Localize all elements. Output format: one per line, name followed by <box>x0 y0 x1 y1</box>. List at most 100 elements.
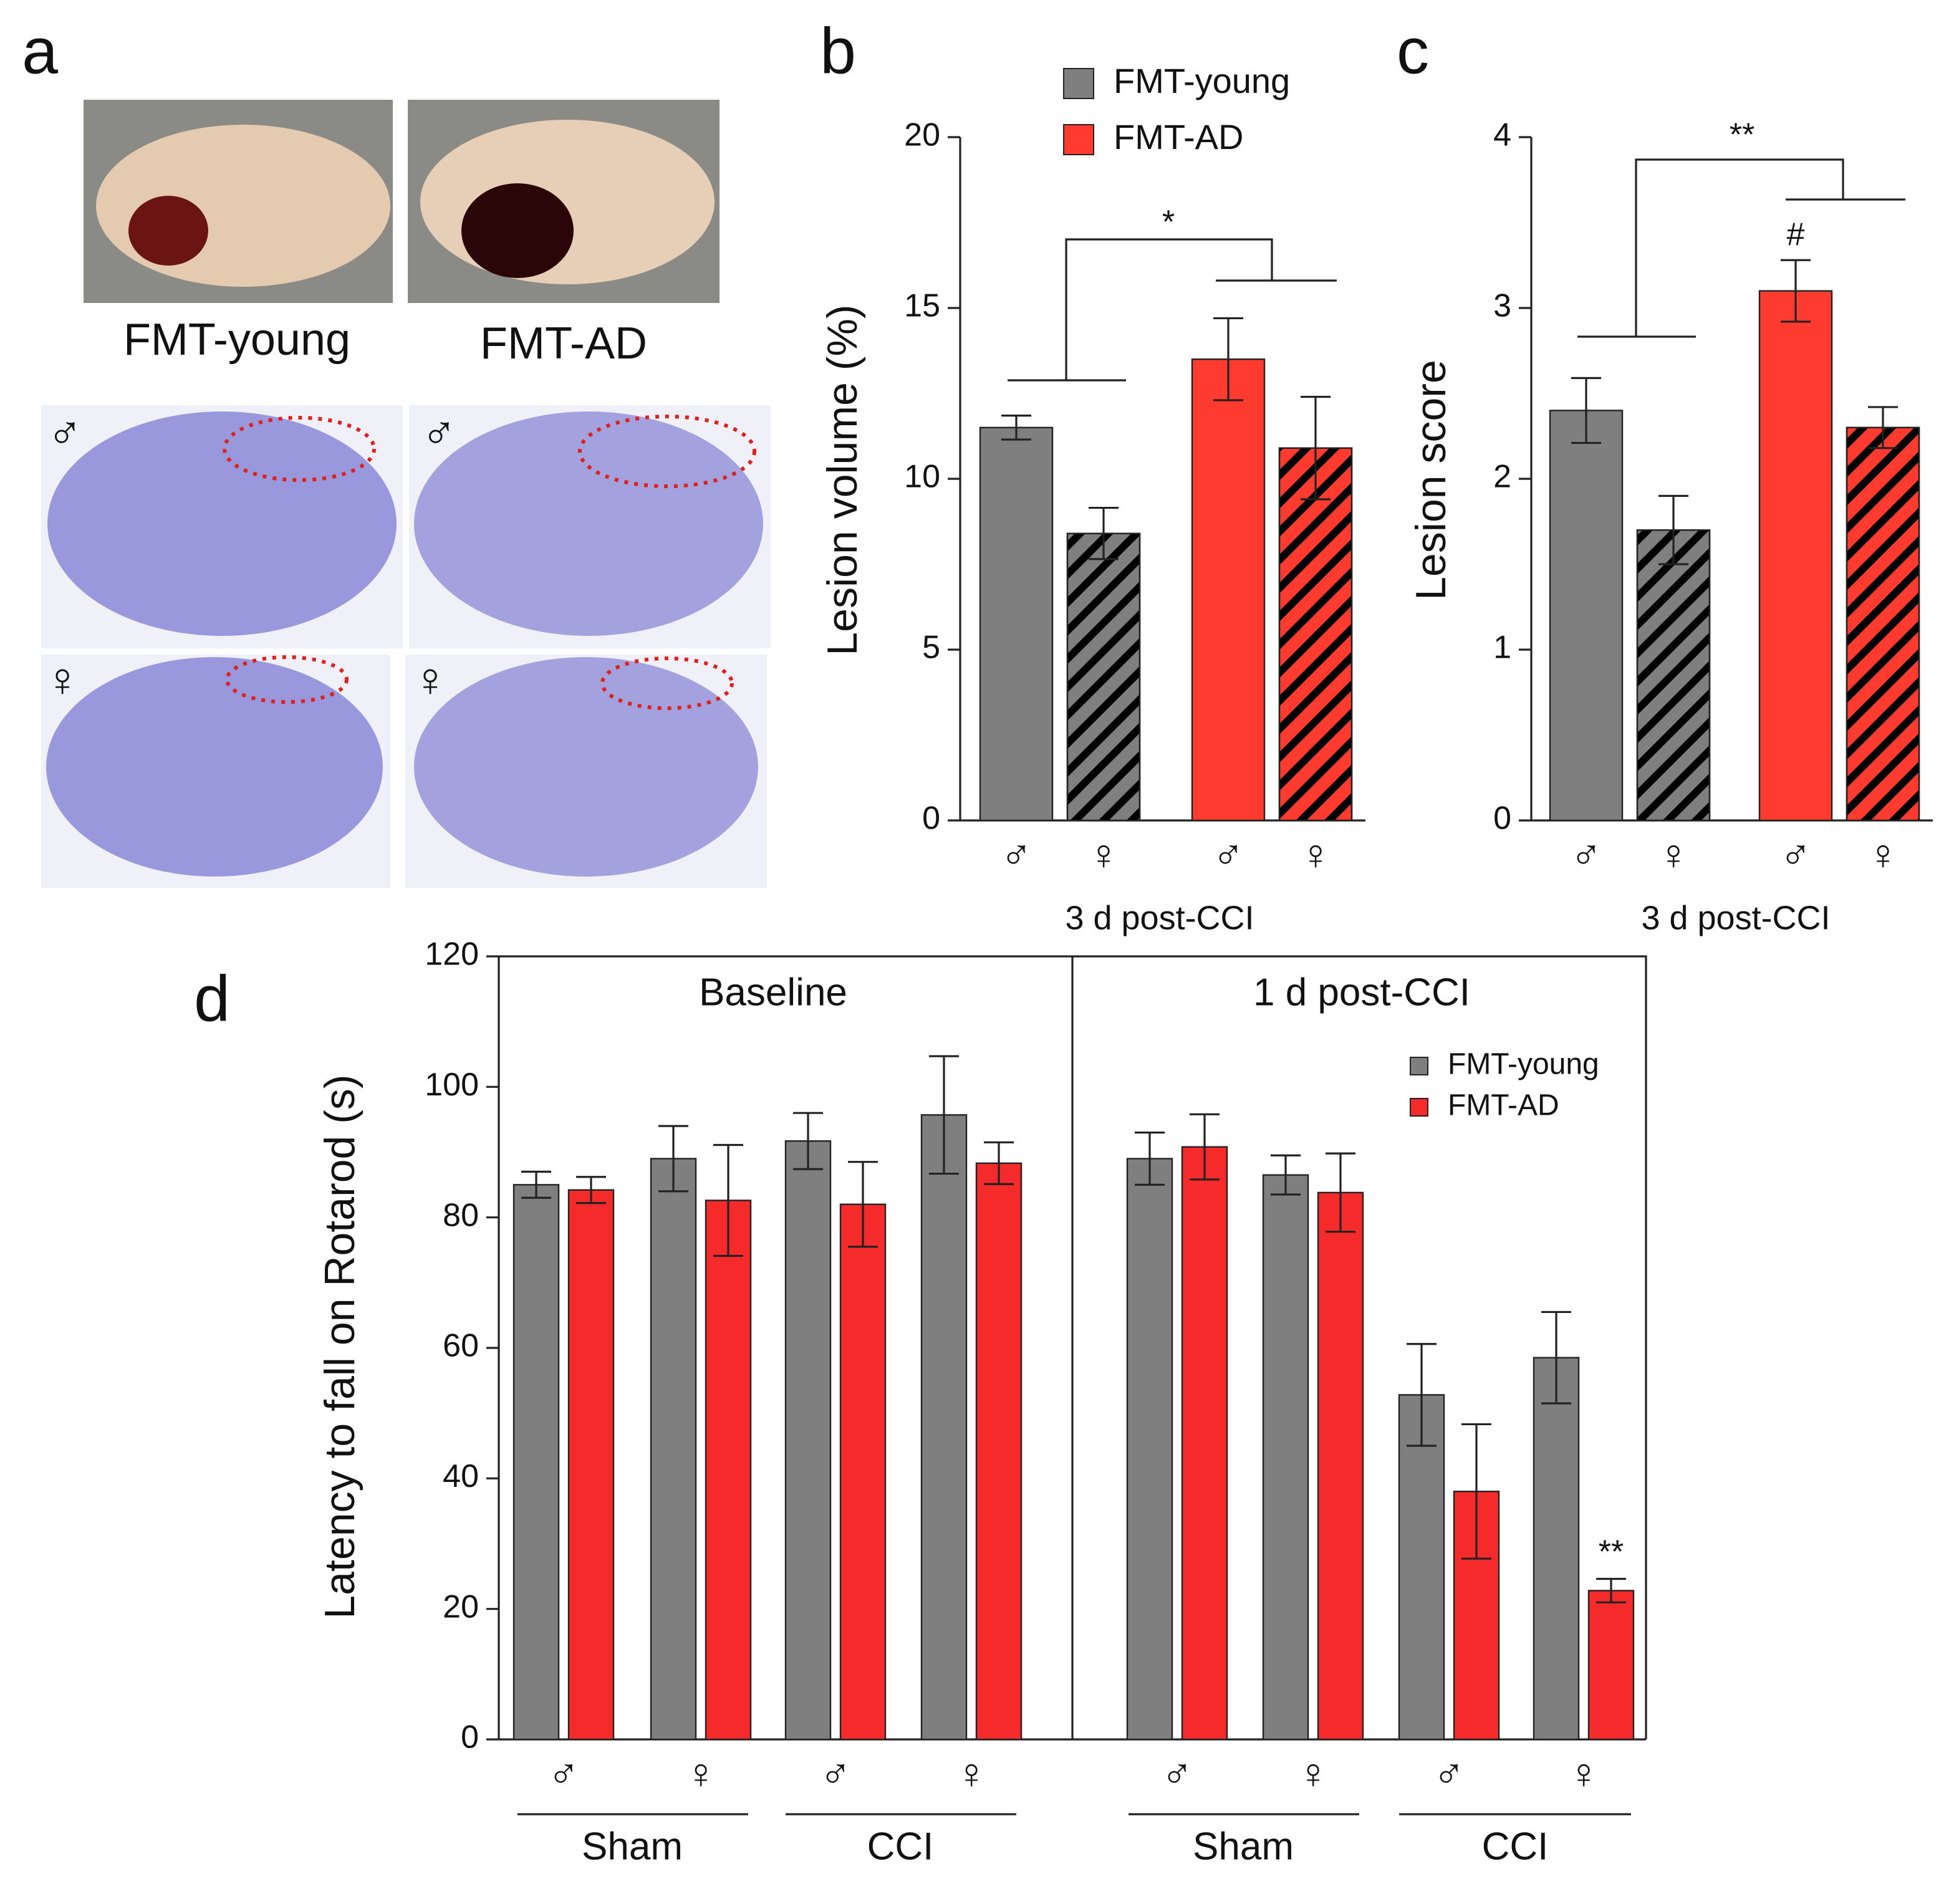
bar-hatch <box>1846 426 1920 822</box>
y-tick-label: 40 <box>443 1458 479 1494</box>
y-tick-label: 15 <box>904 288 940 324</box>
x-axis-label: 3 d post-CCI <box>1065 899 1254 936</box>
error-bar <box>1781 259 1811 323</box>
brain-photos <box>84 100 720 303</box>
x-tick-label: ♀ <box>1867 831 1899 878</box>
panel-label: c <box>1397 15 1429 87</box>
x-tick-label: ♀ <box>1568 1750 1600 1797</box>
bar <box>1191 358 1266 822</box>
error-bar <box>1868 406 1898 450</box>
error-bar <box>658 1125 688 1193</box>
y-tick-label: 10 <box>904 459 940 495</box>
y-tick-label: 60 <box>443 1328 479 1364</box>
bar <box>1317 1191 1364 1741</box>
bar <box>839 1203 887 1741</box>
y-tick-label: 0 <box>461 1719 479 1756</box>
bar <box>920 1114 968 1741</box>
error-bar <box>521 1170 551 1199</box>
bar <box>975 1162 1023 1741</box>
sex-symbol: ♂ <box>47 406 83 459</box>
error-bar <box>713 1143 743 1257</box>
legend-swatch <box>1063 124 1094 155</box>
annotation: # <box>1787 217 1805 253</box>
y-tick-label: 80 <box>443 1197 479 1233</box>
x-tick-label: ♀ <box>685 1750 717 1797</box>
error-bar <box>984 1141 1014 1185</box>
photo-caption: FMT-young <box>123 315 350 365</box>
significance-brackets <box>517 158 1905 1815</box>
error-bar <box>1135 1132 1165 1186</box>
error-bar <box>848 1161 878 1248</box>
y-tick-label: 1 <box>1493 630 1511 666</box>
error-bar <box>793 1112 823 1170</box>
bar <box>1262 1174 1309 1741</box>
x-tick-label: ♂ <box>820 1750 852 1797</box>
legend-swatch <box>1063 68 1094 99</box>
legend-label: FMT-young <box>1114 61 1290 100</box>
bar <box>1758 290 1833 822</box>
error-bar <box>1658 494 1688 565</box>
error-bar <box>1301 395 1331 501</box>
photo-caption: FMT-AD <box>480 319 647 368</box>
y-tick-label: 3 <box>1493 288 1511 324</box>
x-tick-label: ♂ <box>1213 831 1244 878</box>
x-tick-label: ♂ <box>1571 831 1602 878</box>
error-bar <box>1571 377 1601 445</box>
legend-swatch <box>1410 1057 1428 1075</box>
legend-swatch <box>1410 1098 1428 1117</box>
error-bar <box>929 1055 959 1175</box>
bar <box>1398 1394 1445 1741</box>
panel-title: 1 d post-CCI <box>1253 971 1470 1014</box>
y-tick-label: 100 <box>425 1067 479 1103</box>
legend-label: FMT-AD <box>1114 117 1243 156</box>
group-label: Sham <box>1193 1825 1294 1868</box>
error-bar <box>1407 1343 1437 1447</box>
annotation: * <box>1162 204 1175 241</box>
sex-symbol: ♂ <box>421 406 457 459</box>
bar <box>1533 1357 1580 1741</box>
annotation: ** <box>1730 117 1754 153</box>
y-tick-label: 20 <box>443 1589 479 1625</box>
x-tick-label: ♂ <box>1433 1750 1465 1797</box>
x-tick-label: ♂ <box>1162 1750 1193 1797</box>
bar <box>513 1184 560 1741</box>
x-tick-label: ♀ <box>1088 831 1120 878</box>
sex-symbol: ♀ <box>45 653 80 706</box>
bar <box>1126 1158 1173 1741</box>
x-tick-label: ♂ <box>1780 831 1812 878</box>
error-bar <box>1326 1152 1355 1233</box>
y-tick-label: 0 <box>1493 801 1511 837</box>
bar <box>567 1189 615 1741</box>
x-tick-label: ♀ <box>1658 831 1690 878</box>
y-tick-label: 20 <box>904 117 940 153</box>
bar-hatch <box>1066 532 1141 822</box>
bar <box>979 426 1054 822</box>
y-tick-label: 0 <box>922 801 940 837</box>
bar <box>1549 410 1624 822</box>
error-bar <box>1001 415 1031 441</box>
error-bar <box>1271 1154 1301 1196</box>
x-tick-label: ♀ <box>1297 1750 1329 1797</box>
plot-frame <box>499 955 1647 1739</box>
x-tick-label: ♂ <box>1001 831 1032 878</box>
legend-label: FMT-AD <box>1448 1089 1559 1122</box>
x-tick-label: ♂ <box>548 1750 580 1797</box>
error-bar <box>1190 1113 1220 1181</box>
bar-hatch <box>1278 447 1353 822</box>
panel-label: a <box>22 15 58 87</box>
y-axis-label: Latency to fall on Rotarod (s) <box>316 1074 363 1618</box>
y-axis-label: Lesion score <box>1407 360 1455 600</box>
y-tick-label: 120 <box>425 936 479 973</box>
x-tick-label: ♀ <box>956 1750 988 1797</box>
error-bar <box>1089 506 1119 560</box>
bar <box>1181 1146 1228 1741</box>
group-label: Sham <box>582 1825 683 1868</box>
bar <box>705 1200 752 1741</box>
legend-label: FMT-young <box>1448 1048 1599 1081</box>
bar-hatch <box>1636 529 1711 822</box>
error-bar <box>576 1176 606 1204</box>
panel-label: b <box>820 15 856 87</box>
group-label: CCI <box>1482 1825 1549 1868</box>
error-bar <box>1596 1577 1626 1603</box>
